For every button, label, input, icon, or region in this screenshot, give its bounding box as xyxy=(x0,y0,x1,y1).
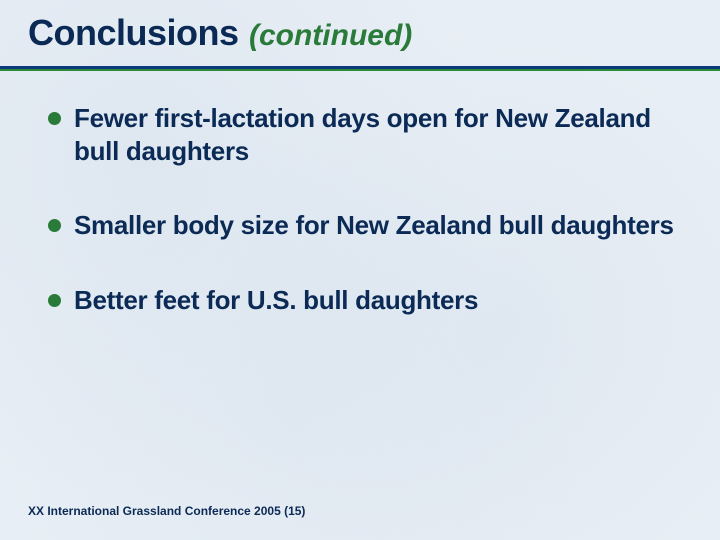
rule-green xyxy=(0,69,720,71)
bullet-text: Better feet for U.S. bull daughters xyxy=(74,285,478,315)
title-main: Conclusions xyxy=(28,12,239,53)
bullet-text: Smaller body size for New Zealand bull d… xyxy=(74,210,674,240)
bullet-list: Fewer first-lactation days open for New … xyxy=(48,102,680,358)
title-rule xyxy=(0,66,720,71)
slide: Conclusions (continued) Fewer first-lact… xyxy=(0,0,720,540)
footer-text: XX International Grassland Conference 20… xyxy=(28,504,305,518)
title-row: Conclusions (continued) xyxy=(28,12,700,54)
bullet-text: Fewer first-lactation days open for New … xyxy=(74,103,651,166)
bullet-item: Smaller body size for New Zealand bull d… xyxy=(48,209,680,242)
title-sub: (continued) xyxy=(249,19,412,52)
bullet-item: Better feet for U.S. bull daughters xyxy=(48,284,680,317)
bullet-item: Fewer first-lactation days open for New … xyxy=(48,102,680,167)
